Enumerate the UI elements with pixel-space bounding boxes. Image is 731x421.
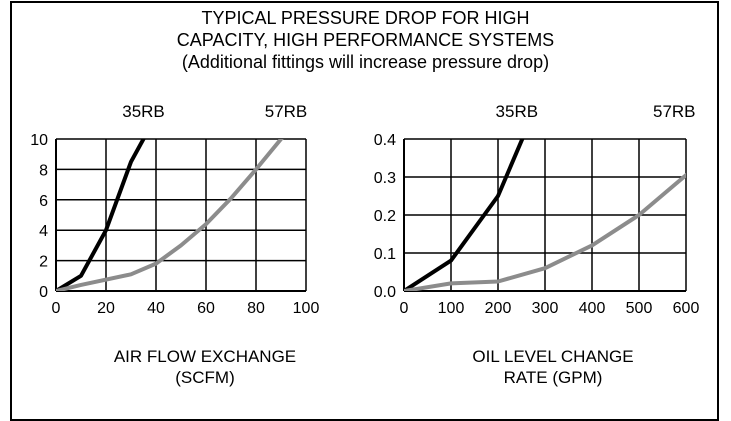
air-flow-series-57rb-label: 57RB: [265, 102, 308, 121]
oil-level-chart: 0 100 200 300 400 500 600 0.0 0.1 0.2 0.3 0.4 35RB 57…: [374, 102, 700, 317]
x-axis-label-air-flow-line-2: (SCFM): [175, 368, 235, 387]
x-axis-label-air-flow-line-1: AIR FLOW EXCHANGE: [113, 347, 297, 366]
x-axis-label-oil-level-line-2: RATE (GPM): [503, 368, 603, 387]
air-flow-chart: 0 20 40 60 80 100 0 2 4 6 8 10 35RB 57RB: [30, 102, 319, 317]
oil-level-y-tick-label: 0.3: [374, 170, 396, 187]
x-axis-label-oil-level-line-1: OIL LEVEL CHANGE: [472, 347, 634, 366]
air-flow-y-tick-label: 10: [30, 132, 48, 149]
oil-level-x-tick-label: 500: [626, 300, 653, 317]
air-flow-x-tick-label: 60: [197, 300, 215, 317]
chart-title-line-3: (Additional fittings will increase press…: [181, 52, 550, 72]
air-flow-x-tick-label: 0: [52, 300, 61, 317]
air-flow-series-35rb-label: 35RB: [122, 102, 165, 121]
oil-level-series-57rb-line: [404, 173, 686, 291]
oil-level-series-57rb-label: 57RB: [653, 102, 696, 121]
chart-title-line-2: CAPACITY, HIGH PERFORMANCE SYSTEMS: [176, 30, 555, 50]
air-flow-y-tick-label: 0: [39, 284, 48, 301]
air-flow-y-tick-label: 2: [39, 254, 48, 271]
air-flow-x-tick-label: 40: [147, 300, 165, 317]
oil-level-x-tick-label: 200: [485, 300, 512, 317]
air-flow-x-tick-label: 100: [293, 300, 320, 317]
oil-level-y-tick-label: 0.0: [374, 284, 396, 301]
air-flow-x-tick-label: 20: [97, 300, 115, 317]
air-flow-series-57rb-line: [56, 139, 284, 291]
charts-svg: 0 20 40 60 80 100 0 2 4 6 8 10 35RB 57RB 0 100 200 300 40…: [30, 102, 700, 317]
oil-level-x-tick-label: 300: [532, 300, 559, 317]
air-flow-y-tick-label: 6: [39, 193, 48, 210]
chart-title-line-1: TYPICAL PRESSURE DROP FOR HIGH: [201, 8, 530, 28]
oil-level-series-35rb-line: [404, 139, 525, 291]
air-flow-y-tick-label: 8: [39, 162, 48, 179]
oil-level-x-tick-label: 0: [400, 300, 409, 317]
oil-level-series-35rb-label: 35RB: [496, 102, 539, 121]
oil-level-y-tick-label: 0.1: [374, 246, 396, 263]
air-flow-y-tick-label: 4: [39, 223, 48, 240]
oil-level-x-tick-label: 600: [673, 300, 700, 317]
oil-level-y-tick-label: 0.4: [374, 132, 396, 149]
air-flow-x-tick-label: 80: [247, 300, 265, 317]
oil-level-y-tick-label: 0.2: [374, 208, 396, 225]
air-flow-series-35rb-line: [56, 139, 146, 291]
oil-level-x-tick-label: 400: [579, 300, 606, 317]
oil-level-x-tick-label: 100: [438, 300, 465, 317]
